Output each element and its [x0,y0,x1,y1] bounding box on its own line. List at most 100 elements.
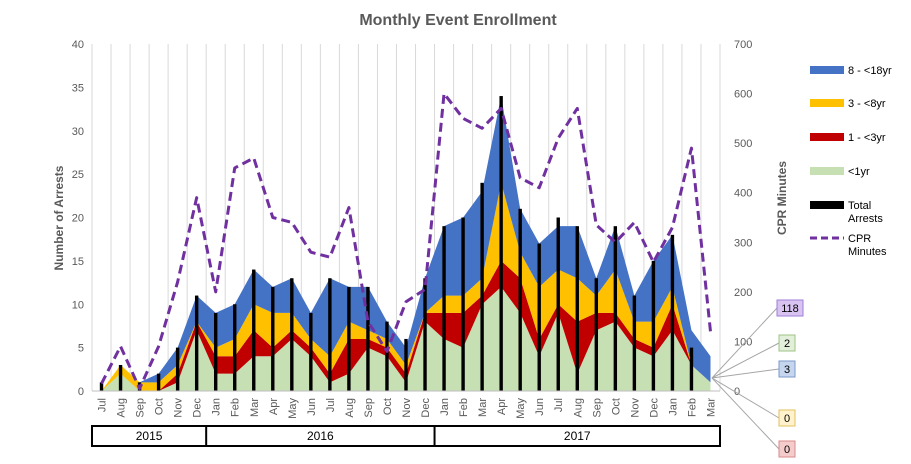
bar-total-arrests [442,226,446,391]
callout-box [778,360,796,378]
y-tick-label: 20 [72,213,84,225]
y-tick-label: 40 [72,39,84,51]
callout-leader [711,368,780,379]
line-cpr-minutes [100,92,712,391]
y2-tick-label: 600 [734,89,752,101]
x-tick-label: Apr [268,398,280,415]
x-tick-label: Sep [363,398,375,418]
bar-total-arrests [689,347,694,391]
y2-tick-label: 0 [734,386,740,398]
bar-total-arrests [99,382,104,391]
x-tick-label: Aug [344,398,356,418]
legend-swatch [810,133,844,141]
bar-total-arrests [328,278,332,391]
bar-total-arrests [271,286,275,391]
y2-axis-label: CPR Minutes [775,161,789,235]
bar-total-arrests [461,217,465,391]
callout-value: 3 [784,364,790,376]
bar-total-arrests [366,286,370,391]
x-tick-label: May [287,398,299,419]
legend-swatch [810,99,844,107]
x-tick-label: Jan [667,398,679,416]
year-label: 2016 [307,429,334,443]
x-tick-label: Jan [211,398,223,416]
x-tick-label: Oct [382,398,394,415]
callout-value: 2 [784,338,790,350]
y-tick-label: 10 [72,299,84,311]
legend-label: 1 - <3yr [848,132,886,144]
legend-swatch [810,66,844,74]
bar-total-arrests [233,304,237,391]
bar-total-arrests [385,321,389,391]
y-tick-label: 25 [72,169,84,181]
bar-total-arrests [480,182,484,391]
x-tick-label: Nov [401,398,413,418]
callout-leader [711,342,780,379]
y2-tick-label: 700 [734,39,752,51]
bar-total-arrests [213,312,218,391]
x-tick-label: Dec [420,398,432,418]
legend-swatch [810,201,844,209]
year-label: 2015 [136,429,163,443]
bar-total-arrests [118,364,123,391]
x-tick-label: Aug [572,398,584,418]
callout-box [778,409,796,427]
x-tick-label: Mar [705,398,717,417]
callout-value: 0 [784,413,790,425]
bar-total-arrests [651,260,656,391]
y-tick-label: 30 [72,126,84,138]
y-axis-label: Number of Arrests [52,165,66,270]
x-tick-label: Mar [249,398,261,417]
x-tick-label: Feb [686,398,698,417]
legend-label: 8 - <18yr [848,65,892,77]
legend-swatch [810,167,844,175]
bar-total-arrests [594,278,599,391]
x-tick-label: Mar [477,398,489,417]
x-tick-label: Dec [192,398,204,418]
x-tick-label: Aug [116,398,128,418]
bar-total-arrests [194,295,199,391]
x-tick-label: Nov [173,398,185,418]
bar-total-arrests [518,208,522,391]
x-tick-label: May [515,398,527,419]
x-tick-label: Jul [325,398,337,412]
bar-total-arrests [252,269,256,391]
x-tick-label: Feb [458,398,470,417]
bar-total-arrests [556,217,560,391]
x-tick-label: Jun [534,398,546,416]
chart-title: Monthly Event Enrollment [359,12,557,29]
x-tick-label: Jan [439,398,451,416]
bar-total-arrests [575,226,579,391]
y-tick-label: 0 [78,386,84,398]
y2-tick-label: 400 [734,188,752,200]
legend-label: <1yr [848,166,870,178]
callout-box [778,440,796,458]
bar-total-arrests [499,96,503,392]
y-tick-label: 5 [78,343,84,355]
year-box [91,425,721,447]
area-series [101,260,711,391]
bar-total-arrests [156,373,161,391]
x-tick-label: Nov [629,398,641,418]
x-tick-label: Sep [135,398,147,418]
y2-tick-label: 300 [734,237,752,249]
y-tick-label: 35 [72,82,84,94]
callout-leader [711,377,780,450]
y2-tick-label: 200 [734,287,752,299]
bar-total-arrests [347,286,351,391]
x-tick-label: Dec [648,398,660,418]
x-tick-label: Jul [97,398,109,412]
bar-total-arrests [404,338,408,391]
callout-box [778,334,796,352]
legend-label: Total Arrests [848,200,883,225]
bar-total-arrests [670,234,675,391]
x-tick-label: Oct [154,398,166,415]
x-tick-label: Oct [610,398,622,415]
callout-leader [711,377,780,419]
bar-total-arrests [537,243,541,391]
year-label: 2017 [564,429,591,443]
bar-total-arrests [290,278,294,391]
callout-value: 118 [781,303,799,315]
bar-total-arrests [613,226,618,391]
